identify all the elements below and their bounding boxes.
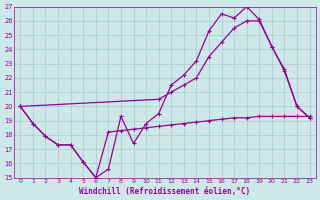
X-axis label: Windchill (Refroidissement éolien,°C): Windchill (Refroidissement éolien,°C) — [79, 187, 251, 196]
